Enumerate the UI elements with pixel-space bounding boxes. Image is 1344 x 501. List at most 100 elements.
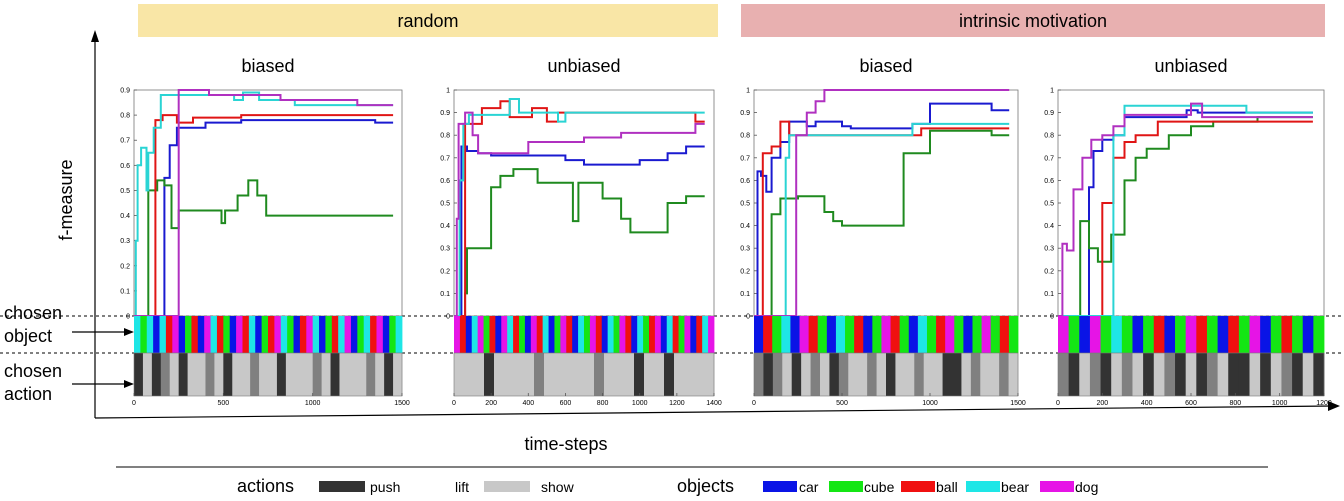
object-segment-ball: [216, 316, 224, 353]
legend-swatch-push: [319, 481, 365, 492]
object-segment-dog: [799, 316, 810, 353]
y-tick-label: 0.4: [120, 213, 130, 220]
object-segment-ball: [536, 316, 544, 353]
object-segment-car: [826, 316, 837, 353]
banner-intrinsic-motivation-label: intrinsic motivation: [959, 11, 1107, 31]
action-segment-push: [330, 353, 340, 396]
object-segment-bear: [507, 316, 514, 353]
action-segment-lift: [838, 353, 849, 396]
object-segment-bear: [146, 316, 154, 353]
object-segment-ball: [268, 316, 275, 353]
series-line-car: [1058, 109, 1313, 317]
action-segment-show: [268, 353, 278, 396]
row-label-chosen-action-2: action: [4, 384, 52, 404]
action-segment-show: [232, 353, 242, 396]
object-segment-cube: [899, 316, 910, 353]
y-tick-label: 0.4: [440, 223, 450, 230]
action-segment-lift: [160, 353, 171, 396]
panel-4: unbiased 0 0.1 0.2 0.3 0.4 0.5 0.6 0.7 0.8 0.9 1 0 20…: [1044, 56, 1332, 407]
object-segment-car: [548, 316, 555, 353]
action-segment-show: [684, 353, 695, 396]
action-segment-push: [634, 353, 645, 396]
object-segment-dog: [1058, 316, 1070, 353]
y-tick-label: 0.6: [120, 163, 130, 170]
panel-title: biased: [859, 56, 912, 76]
object-segment-dog: [708, 316, 715, 353]
object-segment-car: [572, 316, 579, 353]
object-segment-cube: [1238, 316, 1250, 353]
y-tick-label: 0.1: [120, 288, 130, 295]
object-segment-car: [178, 316, 186, 353]
action-segment-show: [544, 353, 555, 396]
y-tick-label: 0.7: [1044, 155, 1054, 162]
object-segment-bear: [542, 316, 549, 353]
object-segment-cube: [643, 316, 650, 353]
object-segment-cube: [772, 316, 782, 353]
object-segment-dog: [945, 316, 955, 353]
object-segment-car: [690, 316, 697, 353]
object-segment-cube: [287, 316, 294, 353]
object-segment-dog: [589, 316, 597, 353]
legend-label-cube: cube: [864, 479, 895, 495]
object-segment-cube: [223, 316, 231, 353]
action-segment-lift: [205, 353, 215, 396]
object-segment-cube: [261, 316, 269, 353]
x-tick-label: 1500: [394, 400, 410, 407]
panel-1: biased 0 0.1 0.2 0.3 0.4 0.5 0.6 0.7 0.8 0.9 0 500 10…: [120, 56, 410, 407]
action-segment-push: [484, 353, 495, 396]
object-segment-ball: [1153, 316, 1165, 353]
y-tick-label: 0.7: [740, 155, 750, 162]
object-segment-cube: [1270, 316, 1282, 353]
object-segment-bear: [471, 316, 479, 353]
series-line-bear: [454, 98, 705, 317]
action-segment-show: [393, 353, 403, 396]
object-segment-ball: [566, 316, 573, 353]
object-segment-cube: [845, 316, 855, 353]
action-segment-show: [375, 353, 385, 396]
object-segment-ball: [936, 316, 946, 353]
legend-label-lift: lift: [455, 479, 469, 495]
object-segment-car: [1217, 316, 1229, 353]
y-tick-label: 0.8: [1044, 133, 1054, 140]
object-segment-bear: [134, 316, 141, 353]
object-segment-cube: [1292, 316, 1304, 353]
object-segment-cube: [483, 316, 490, 353]
y-tick-label: 0.5: [1044, 201, 1054, 208]
action-segment-show: [574, 353, 585, 396]
y-tick-label: 0.5: [120, 188, 130, 195]
y-tick-label: 0.3: [740, 246, 750, 253]
action-segment-push: [1100, 353, 1112, 396]
action-segment-show: [564, 353, 575, 396]
object-segment-dog: [881, 316, 891, 353]
panel-title: unbiased: [1154, 56, 1227, 76]
y-tick-label: 0.7: [120, 138, 130, 145]
x-tick-label: 1000: [632, 400, 648, 407]
y-tick-label: 0.2: [740, 268, 750, 275]
x-tick-label: 1200: [1316, 400, 1332, 407]
action-segment-lift: [810, 353, 821, 396]
action-segment-lift: [366, 353, 376, 396]
x-tick-label: 1200: [669, 400, 685, 407]
object-segment-dog: [684, 316, 691, 353]
object-segment-bear: [637, 316, 644, 353]
object-segment-cube: [357, 316, 365, 353]
x-tick-label: 1000: [922, 400, 938, 407]
object-segment-bear: [781, 316, 791, 353]
x-tick-label: 0: [452, 400, 456, 407]
legend-actions-title: actions: [237, 476, 294, 496]
legend-label-show: show: [541, 479, 575, 495]
action-segment-push: [384, 353, 394, 396]
action-segment-lift: [867, 353, 877, 396]
object-segment-car: [319, 316, 326, 353]
action-segment-lift: [754, 353, 764, 396]
object-segment-car: [382, 316, 390, 353]
object-segment-cube: [613, 316, 620, 353]
object-segment-ball: [808, 316, 819, 353]
action-segment-show: [504, 353, 515, 396]
series-line-dog: [134, 89, 394, 317]
object-segment-dog: [477, 316, 484, 353]
y-tick-label: 0: [126, 314, 130, 321]
object-segment-dog: [306, 316, 314, 353]
action-segment-show: [961, 353, 972, 396]
action-segment-show: [494, 353, 505, 396]
